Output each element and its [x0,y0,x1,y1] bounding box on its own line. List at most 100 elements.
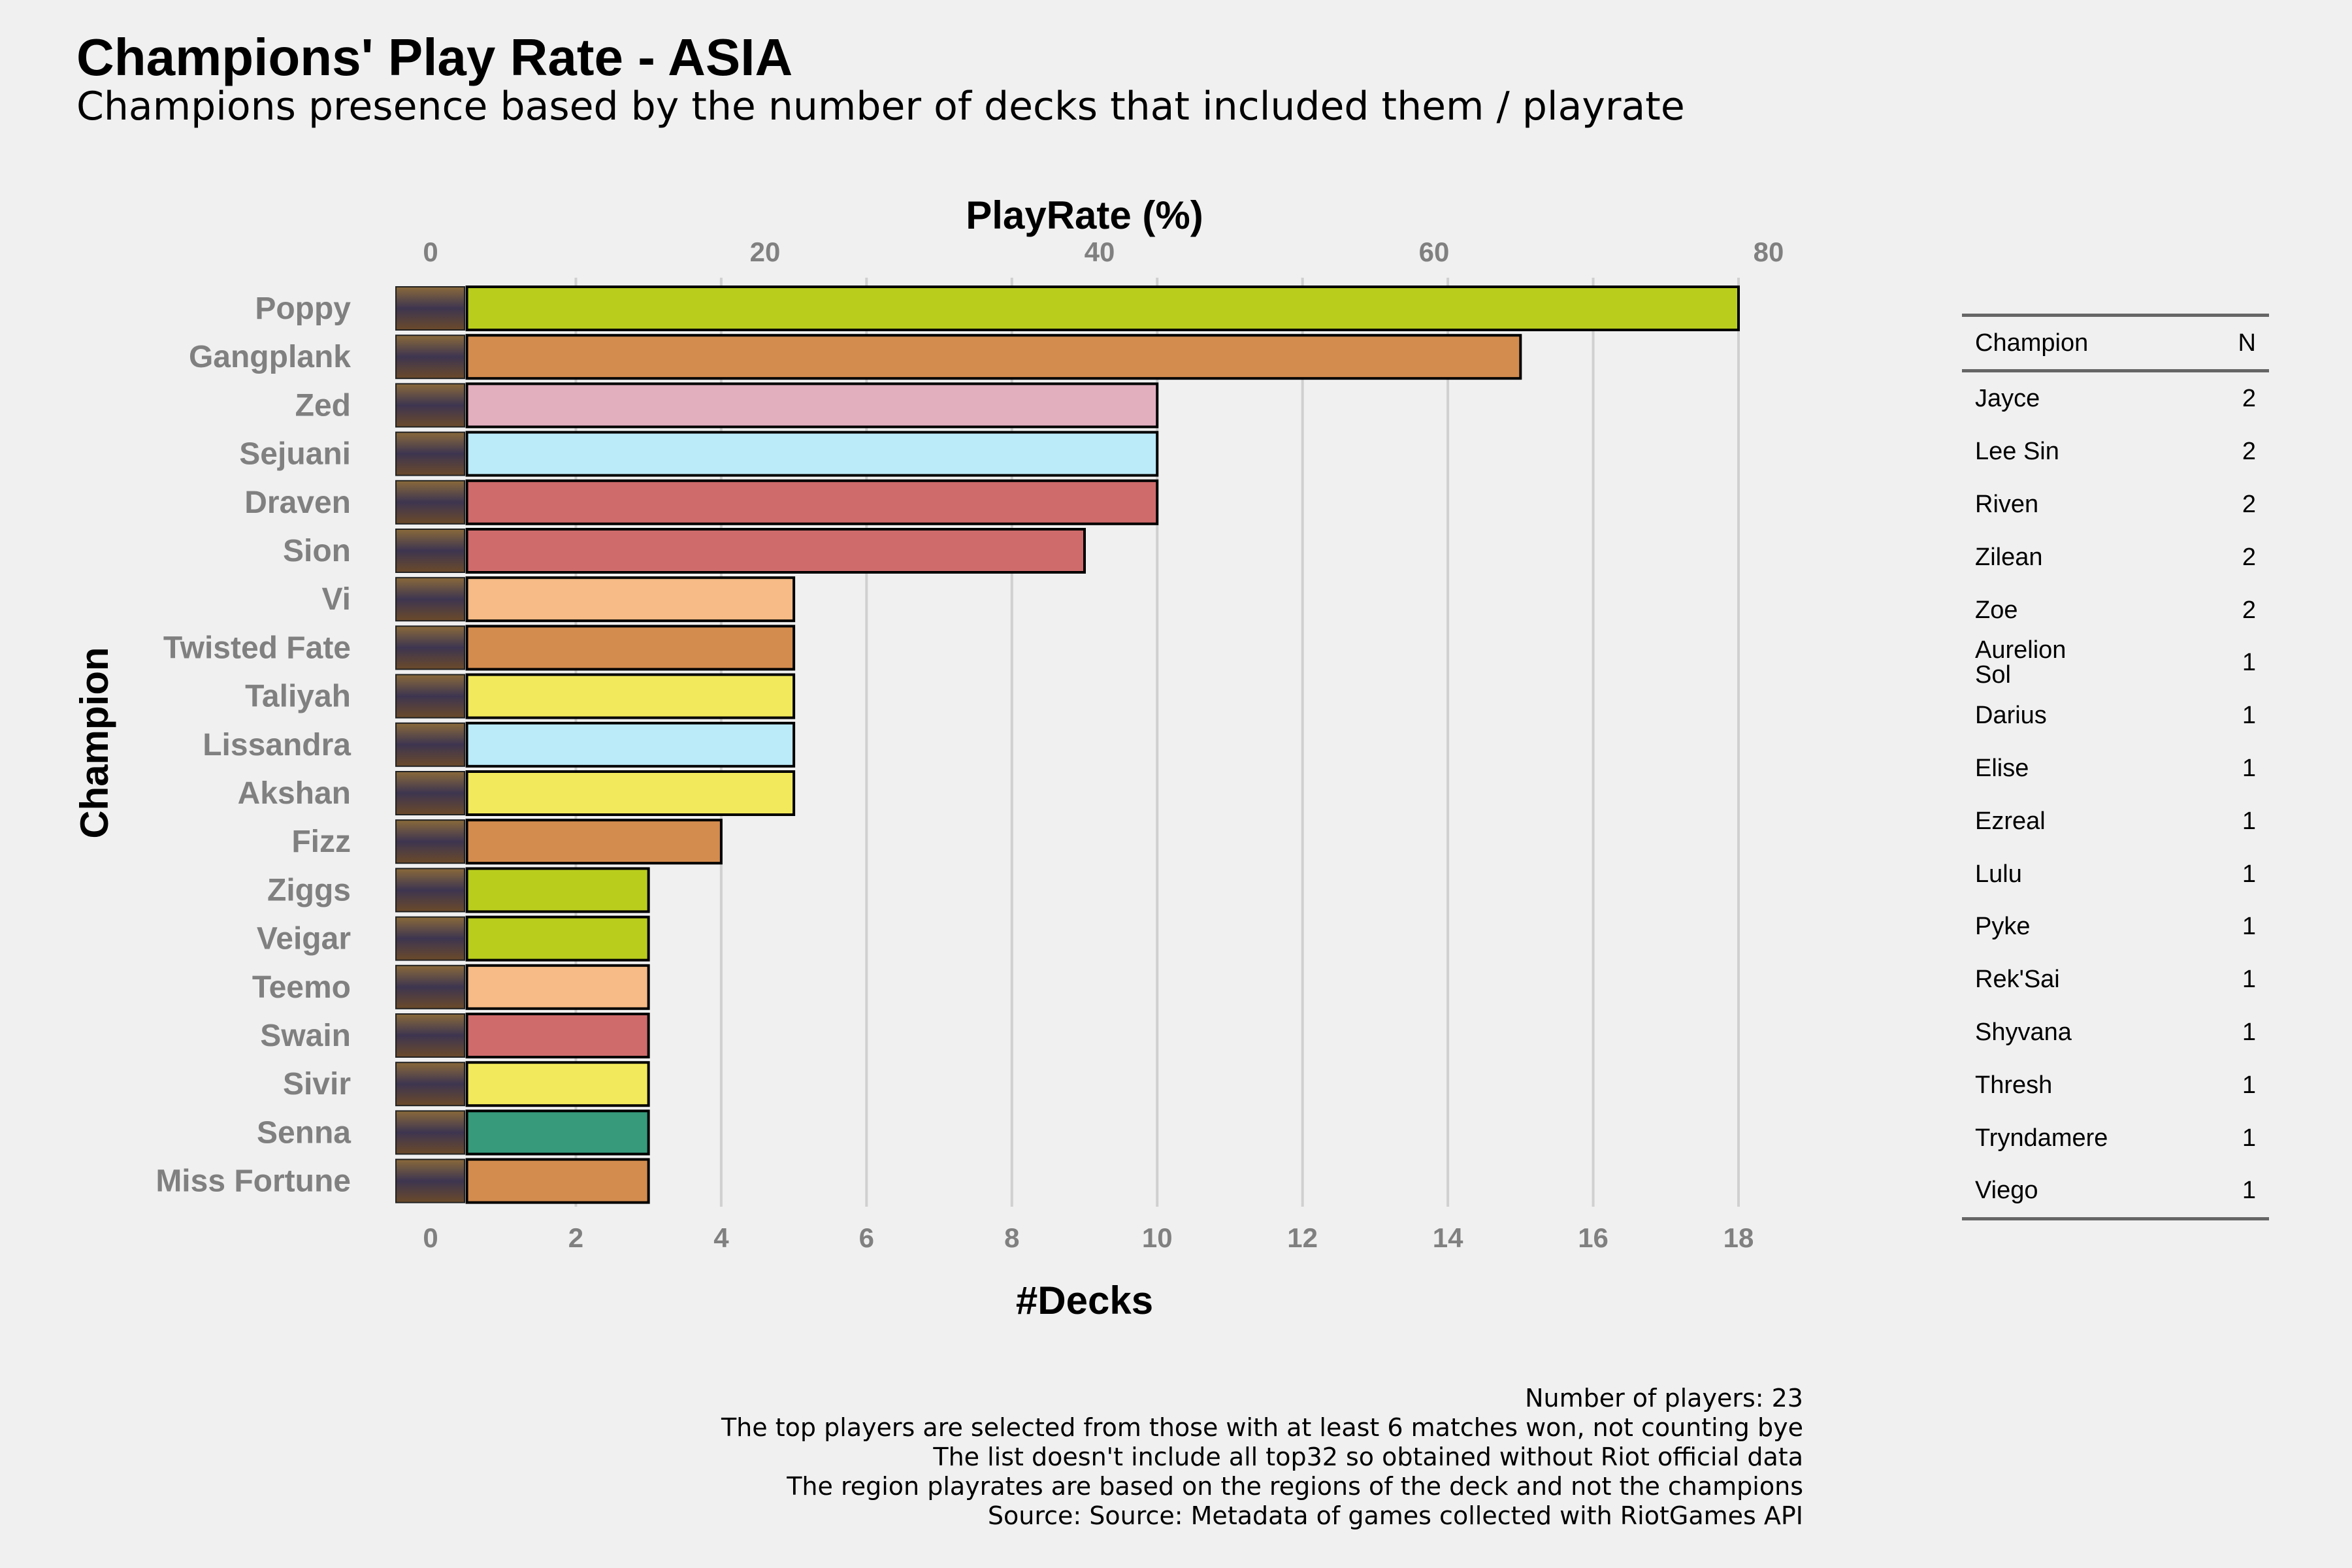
category-labels: Poppy Gangplank Zed Sejuani Draven Sion Vi Twis… [155,291,351,1199]
bar [465,915,650,962]
table-cell-n: 2 [2242,543,2256,571]
champion-card [395,529,465,573]
table-cell-n: 1 [2242,649,2256,677]
champion-count-table: Champion N Jayce 2 Lee Sin 2 Riven 2 Zilean 2 Zo… [1962,314,2269,1220]
table-row: Zoe 2 [1962,583,2269,636]
bar [465,625,796,671]
category-label: Draven [244,485,351,520]
champion-card [395,1013,465,1058]
category-label: Taliyah [245,679,351,714]
top-tick-label: 0 [423,237,438,267]
table-cell-champion: Aurelion Sol [1975,636,2066,689]
champion-card [395,286,465,331]
axis-ticks: 0 2 4 6 8 10 12 14 16 18 0 20 40 60 80 [423,237,1784,1253]
table-cell-n: 1 [2242,913,2256,941]
table-row: Jayce 2 [1962,371,2269,425]
table-cell-n: 1 [2242,807,2256,835]
x-tick-label: 14 [1433,1222,1463,1253]
table-cell-n: 1 [2242,702,2256,730]
table-row: Rek'Sai 1 [1962,953,2269,1006]
bar [465,964,650,1010]
champion-card [395,335,465,380]
bar [465,431,1159,477]
category-label: Veigar [257,922,351,956]
table-cell-champion: Shyvana [1975,1018,2072,1046]
champion-card [395,383,465,428]
table-cell-champion: Pyke [1975,913,2031,941]
bar [465,867,650,913]
caption-line: The top players are selected from those … [721,1413,1803,1442]
table-cell-n: 1 [2242,1071,2256,1099]
category-label: Swain [260,1019,351,1053]
category-label: Teemo [252,970,351,1005]
champion-card [395,771,465,815]
top-tick-label: 40 [1085,237,1115,267]
champion-card [395,1062,465,1107]
x-tick-label: 16 [1578,1222,1609,1253]
bar [465,334,1522,380]
x-tick-label: 0 [423,1222,438,1253]
table-cell-n: 1 [2242,966,2256,994]
table-cell-champion: Riven [1975,490,2039,518]
bar [465,528,1086,574]
table-row: Aurelion Sol 1 [1962,636,2269,689]
caption-line: Number of players: 23 [1525,1384,1803,1413]
top-tick-label: 20 [750,237,781,267]
table-cell-champion: Ezreal [1975,807,2046,835]
champion-card [395,868,465,913]
table-cell-n: 2 [2242,596,2256,624]
y-axis-title: Champion [73,647,116,838]
x-tick-label: 4 [713,1222,729,1253]
champion-card [395,431,465,476]
top-tick-label: 60 [1419,237,1450,267]
table-cell-champion: Tryndamere [1975,1124,2108,1152]
table-row: Riven 2 [1962,478,2269,531]
table-header-champion: Champion [1975,329,2089,357]
champion-card [395,674,465,719]
table-row: Darius 1 [1962,689,2269,742]
category-label: Sejuani [239,437,351,472]
champion-card [395,577,465,622]
table-row: Lulu 1 [1962,847,2269,900]
table-cell-n: 2 [2242,490,2256,518]
table-cell-n: 2 [2242,385,2256,413]
table-cell-champion: Darius [1975,702,2047,730]
caption-line: The region playrates are based on the re… [787,1472,1803,1501]
champion-card [395,722,465,767]
table-cell-n: 1 [2242,754,2256,782]
table-header-row: Champion N [1962,315,2269,371]
category-label: Poppy [255,291,351,326]
table-row: Tryndamere 1 [1962,1111,2269,1164]
bar [465,1158,650,1204]
champion-card [395,819,465,864]
table-cell-champion: Rek'Sai [1975,966,2060,994]
chart-subtitle: Champions presence based by the number o… [76,84,1685,129]
bar [465,819,723,865]
category-label: Miss Fortune [155,1164,351,1199]
table-cell-champion: Elise [1975,754,2029,782]
table-row: Shyvana 1 [1962,1006,2269,1059]
category-label: Lissandra [203,728,351,762]
champion-card [395,625,465,670]
category-label: Vi [322,582,351,617]
table-cell-n: 1 [2242,1177,2256,1205]
bar [465,1061,650,1107]
champion-card-images [395,286,465,1203]
top-axis-title: PlayRate (%) [966,193,1203,237]
bar [465,479,1159,525]
x-tick-label: 18 [1723,1222,1754,1253]
x-tick-label: 10 [1142,1222,1173,1253]
table-cell-champion: Zilean [1975,543,2043,571]
category-label: Sivir [283,1067,351,1102]
category-label: Gangplank [189,340,351,374]
x-tick-label: 2 [568,1222,583,1253]
bar [465,1013,650,1058]
table-cell-n: 2 [2242,438,2256,466]
bars [465,286,1740,1204]
category-label: Senna [257,1115,351,1150]
table-cell-n: 1 [2242,1018,2256,1046]
chart-caption: Number of players: 23 The top players are… [721,1384,1803,1531]
bar [465,770,796,816]
x-axis-title: #Decks [1016,1279,1153,1322]
